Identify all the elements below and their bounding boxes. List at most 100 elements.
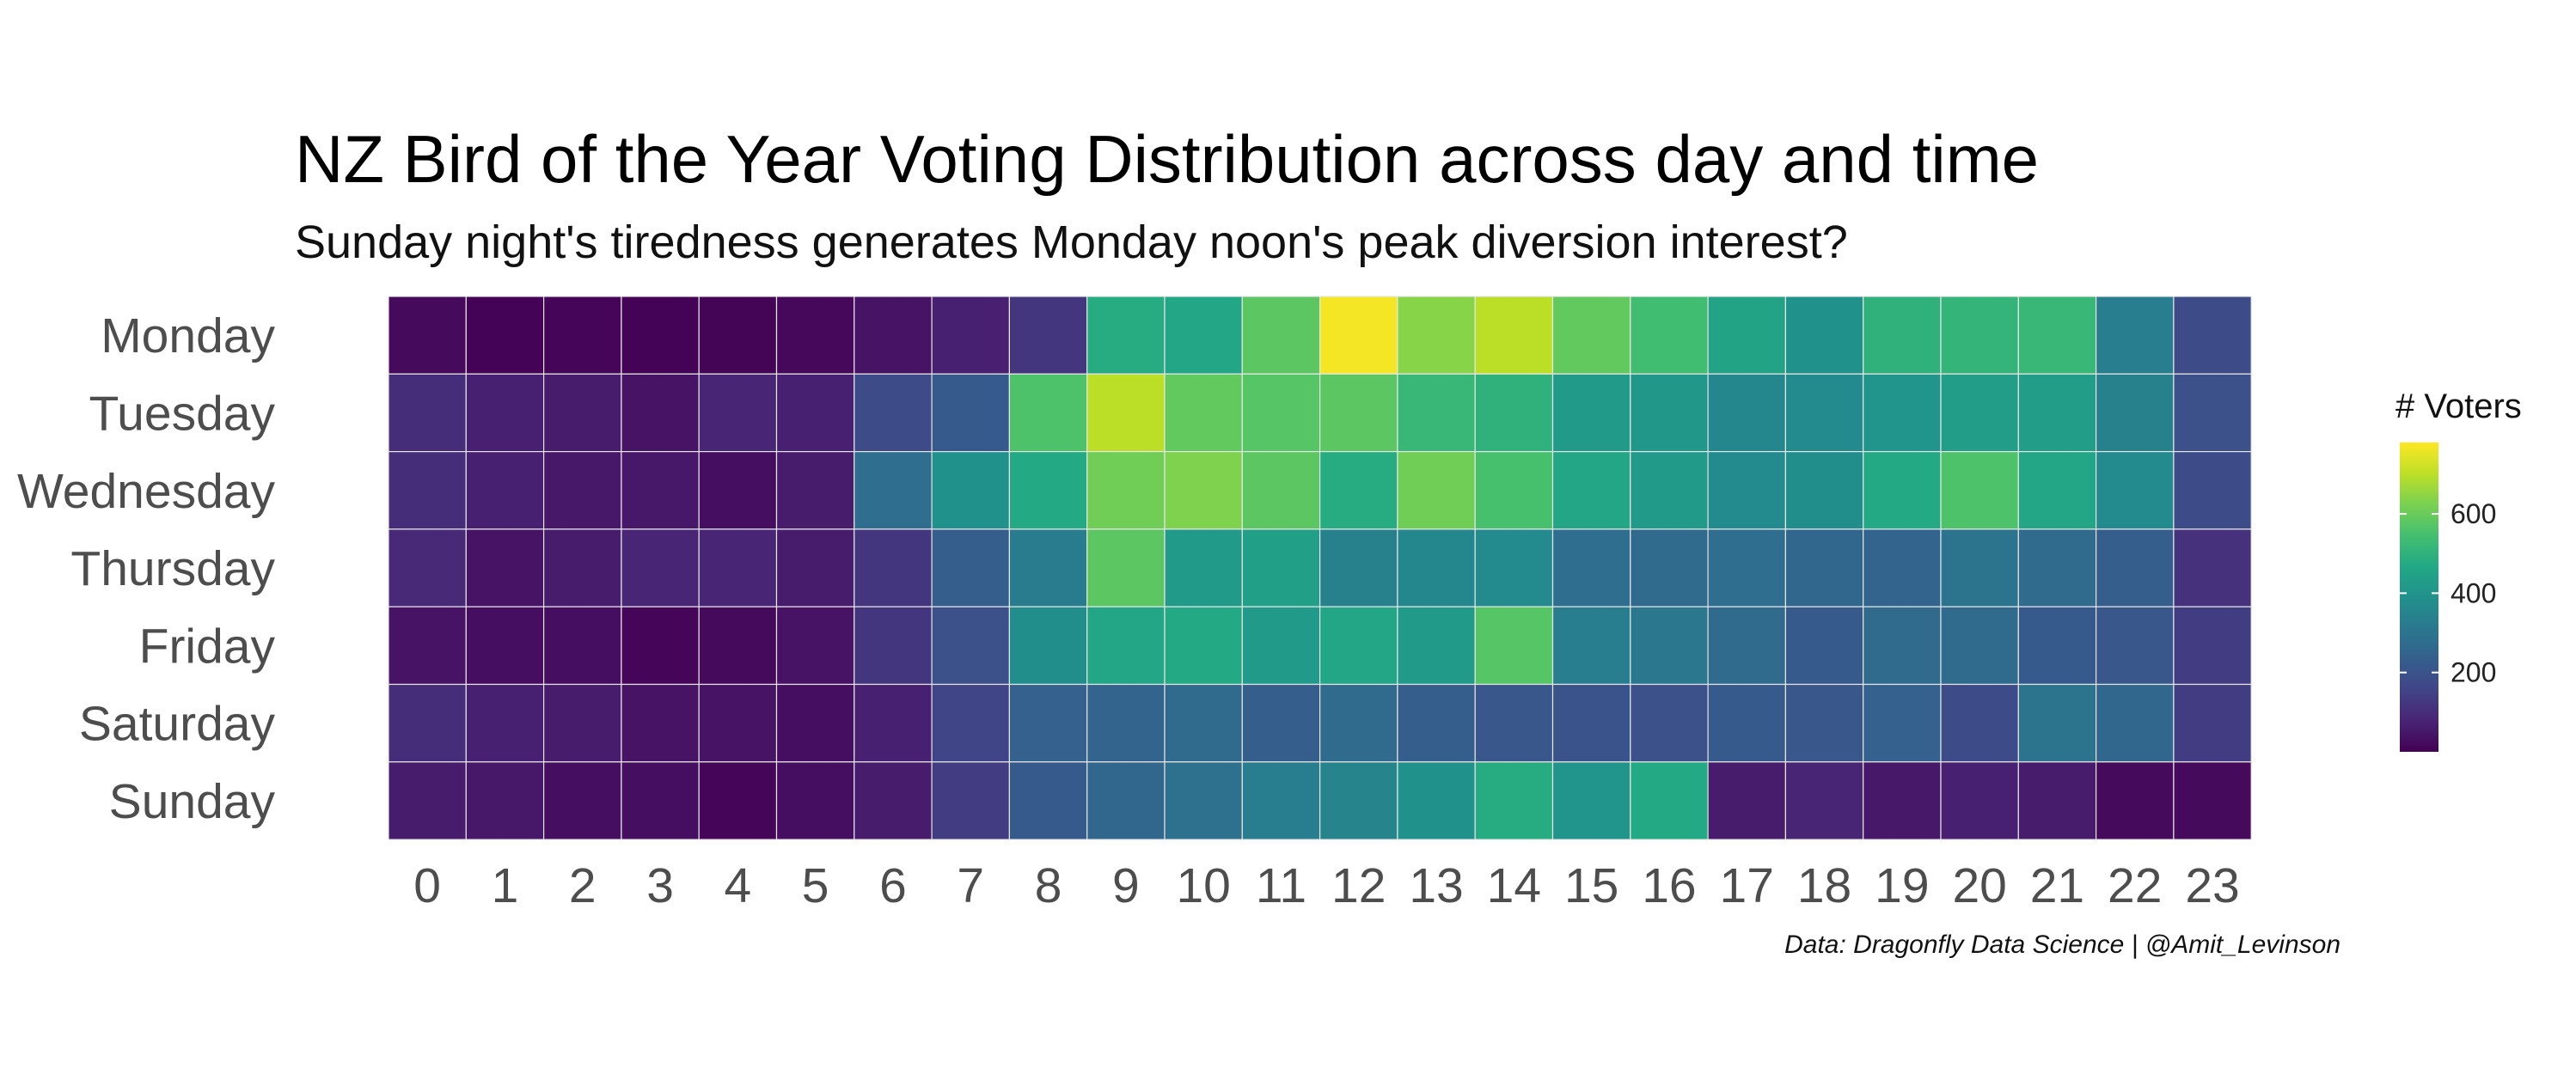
x-tick-label: 14 [1487,858,1541,913]
heatmap-cell-thursday-1 [465,528,545,607]
heatmap-cell-saturday-9 [1086,683,1166,763]
heatmap-cell-monday-13 [1397,296,1476,375]
heatmap-cell-monday-16 [1630,296,1709,375]
heatmap-cell-thursday-13 [1397,528,1476,607]
heatmap-cell-thursday-0 [388,528,467,607]
heatmap-cell-monday-18 [1784,296,1864,375]
heatmap-cell-wednesday-16 [1630,450,1709,530]
x-tick-label: 6 [879,858,907,913]
heatmap-cell-friday-11 [1241,606,1321,686]
heatmap-cell-tuesday-16 [1630,373,1709,453]
heatmap-cell-monday-7 [931,296,1010,375]
heatmap-cell-friday-19 [1863,606,1942,686]
x-tick-label: 3 [646,858,674,913]
heatmap-cell-wednesday-12 [1319,450,1398,530]
heatmap-cell-thursday-5 [775,528,855,607]
heatmap-cell-friday-18 [1784,606,1864,686]
heatmap-cell-sunday-22 [2096,761,2175,840]
heatmap-cell-friday-17 [1707,606,1786,686]
y-tick-label: Wednesday [17,464,275,519]
heatmap-cell-thursday-7 [931,528,1010,607]
heatmap-cell-thursday-17 [1707,528,1786,607]
heatmap-cell-monday-1 [465,296,545,375]
heatmap-cell-sunday-0 [388,761,467,840]
heatmap-cell-saturday-1 [465,683,545,763]
legend-colorbar [2400,442,2438,752]
heatmap-cell-saturday-13 [1397,683,1476,763]
heatmap-cell-thursday-14 [1474,528,1554,607]
heatmap-cell-monday-6 [854,296,933,375]
heatmap-cell-sunday-18 [1784,761,1864,840]
heatmap-cell-sunday-16 [1630,761,1709,840]
heatmap-cell-friday-23 [2173,606,2252,686]
heatmap-cell-friday-5 [775,606,855,686]
heatmap-cell-sunday-14 [1474,761,1554,840]
y-tick-label: Tuesday [89,386,275,441]
heatmap-cell-wednesday-10 [1164,450,1243,530]
heatmap-cell-saturday-11 [1241,683,1321,763]
x-tick-label: 0 [413,858,441,913]
heatmap-cell-saturday-4 [698,683,778,763]
heatmap-cell-wednesday-4 [698,450,778,530]
y-tick-label: Thursday [70,541,275,596]
heatmap-cell-tuesday-6 [854,373,933,453]
heatmap-cell-wednesday-11 [1241,450,1321,530]
heatmap-cell-thursday-23 [2173,528,2252,607]
heatmap-cell-monday-14 [1474,296,1554,375]
heatmap-cell-saturday-7 [931,683,1010,763]
heatmap-cell-saturday-23 [2173,683,2252,763]
heatmap-cell-wednesday-19 [1863,450,1942,530]
heatmap-cell-saturday-21 [2017,683,2097,763]
heatmap-cell-tuesday-9 [1086,373,1166,453]
heatmap-cell-wednesday-13 [1397,450,1476,530]
legend-tick-label: 600 [2451,498,2496,529]
heatmap-cell-thursday-12 [1319,528,1398,607]
heatmap-cell-friday-6 [854,606,933,686]
heatmap-cell-monday-15 [1551,296,1631,375]
heatmap-cell-friday-2 [542,606,622,686]
heatmap-cell-sunday-6 [854,761,933,840]
x-tick-label: 15 [1564,858,1618,913]
heatmap-cell-friday-1 [465,606,545,686]
heatmap-cell-sunday-3 [621,761,700,840]
heatmap-cell-tuesday-1 [465,373,545,453]
heatmap-cell-thursday-4 [698,528,778,607]
heatmap-cell-wednesday-2 [542,450,622,530]
heatmap-cell-monday-3 [621,296,700,375]
heatmap-cell-tuesday-17 [1707,373,1786,453]
heatmap-cell-monday-9 [1086,296,1166,375]
heatmap-cell-sunday-1 [465,761,545,840]
heatmap-cell-saturday-22 [2096,683,2175,763]
heatmap-cell-saturday-20 [1940,683,2019,763]
heatmap-cell-wednesday-14 [1474,450,1554,530]
heatmap-cell-tuesday-5 [775,373,855,453]
heatmap-cell-tuesday-12 [1319,373,1398,453]
heatmap-cell-monday-0 [388,296,467,375]
heatmap-cell-saturday-19 [1863,683,1942,763]
heatmap-cell-wednesday-20 [1940,450,2019,530]
y-tick-label: Saturday [79,697,276,752]
heatmap-cell-wednesday-7 [931,450,1010,530]
x-tick-label: 4 [724,858,751,913]
heatmap-cell-friday-15 [1551,606,1631,686]
x-tick-label: 12 [1331,858,1386,913]
heatmap-cell-sunday-20 [1940,761,2019,840]
heatmap-cell-sunday-11 [1241,761,1321,840]
heatmap-cell-wednesday-3 [621,450,700,530]
heatmap-cell-thursday-10 [1164,528,1243,607]
heatmap-cell-tuesday-19 [1863,373,1942,453]
heatmap-cell-saturday-16 [1630,683,1709,763]
y-tick-label: Friday [139,619,276,674]
heatmap-cell-tuesday-7 [931,373,1010,453]
x-tick-label: 7 [957,858,984,913]
y-axis-labels: Monday Tuesday Wednesday Thursday Friday Satu… [17,308,275,829]
chart-caption: Data: Dragonfly Data Science | @Amit_Lev… [1784,931,2340,959]
x-axis-labels: 0 1 2 3 4 5 6 7 8 9 10 11 12 13 14 15 16 17 18 19 20 21 22 23 [413,858,2239,913]
heatmap-cell-thursday-18 [1784,528,1864,607]
heatmap-cell-monday-8 [1008,296,1088,375]
x-tick-label: 17 [1720,858,1774,913]
heatmap-cell-thursday-3 [621,528,700,607]
heatmap-cell-tuesday-21 [2017,373,2097,453]
color-legend: # Voters 200 400 600 [2395,387,2522,752]
heatmap-cell-friday-13 [1397,606,1476,686]
